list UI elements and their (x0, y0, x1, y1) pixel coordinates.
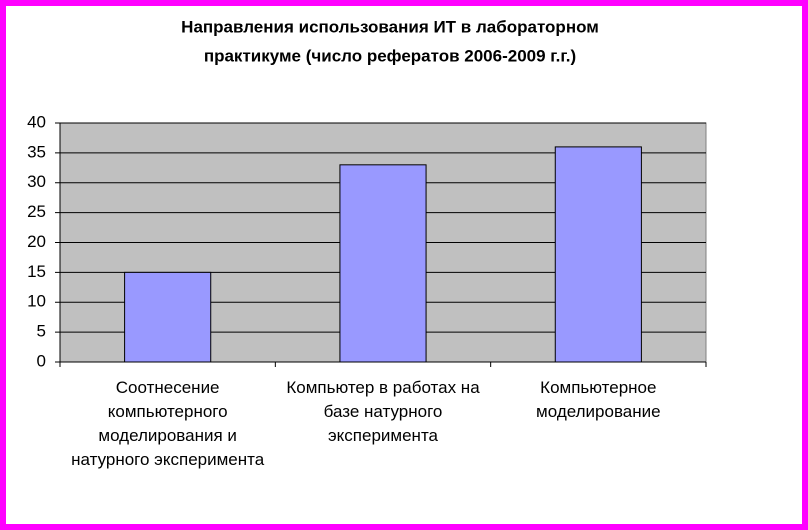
y-tick-label: 20 (27, 232, 46, 251)
x-tick-label: Соотнесение компьютерного моделирования … (71, 378, 265, 469)
y-tick-label: 0 (37, 351, 46, 370)
y-tick-label: 15 (27, 262, 46, 281)
y-tick-label: 5 (37, 322, 46, 341)
y-tick-label: 25 (27, 202, 46, 221)
y-tick-label: 10 (27, 292, 46, 311)
chart-title: Направления использования ИТ в лаборатор… (181, 17, 599, 36)
bar (554, 146, 642, 363)
y-tick-label: 35 (27, 142, 46, 161)
bar (124, 271, 212, 363)
y-tick-label: 40 (27, 112, 46, 131)
bar (339, 164, 427, 363)
y-tick-label: 30 (27, 172, 46, 191)
x-tick-label: Компьютер в работах на базе натурного эк… (286, 378, 480, 445)
x-tick-label: Компьютерное моделирование (536, 378, 661, 421)
chart-title: практикуме (число рефератов 2006-2009 г.… (204, 46, 576, 65)
